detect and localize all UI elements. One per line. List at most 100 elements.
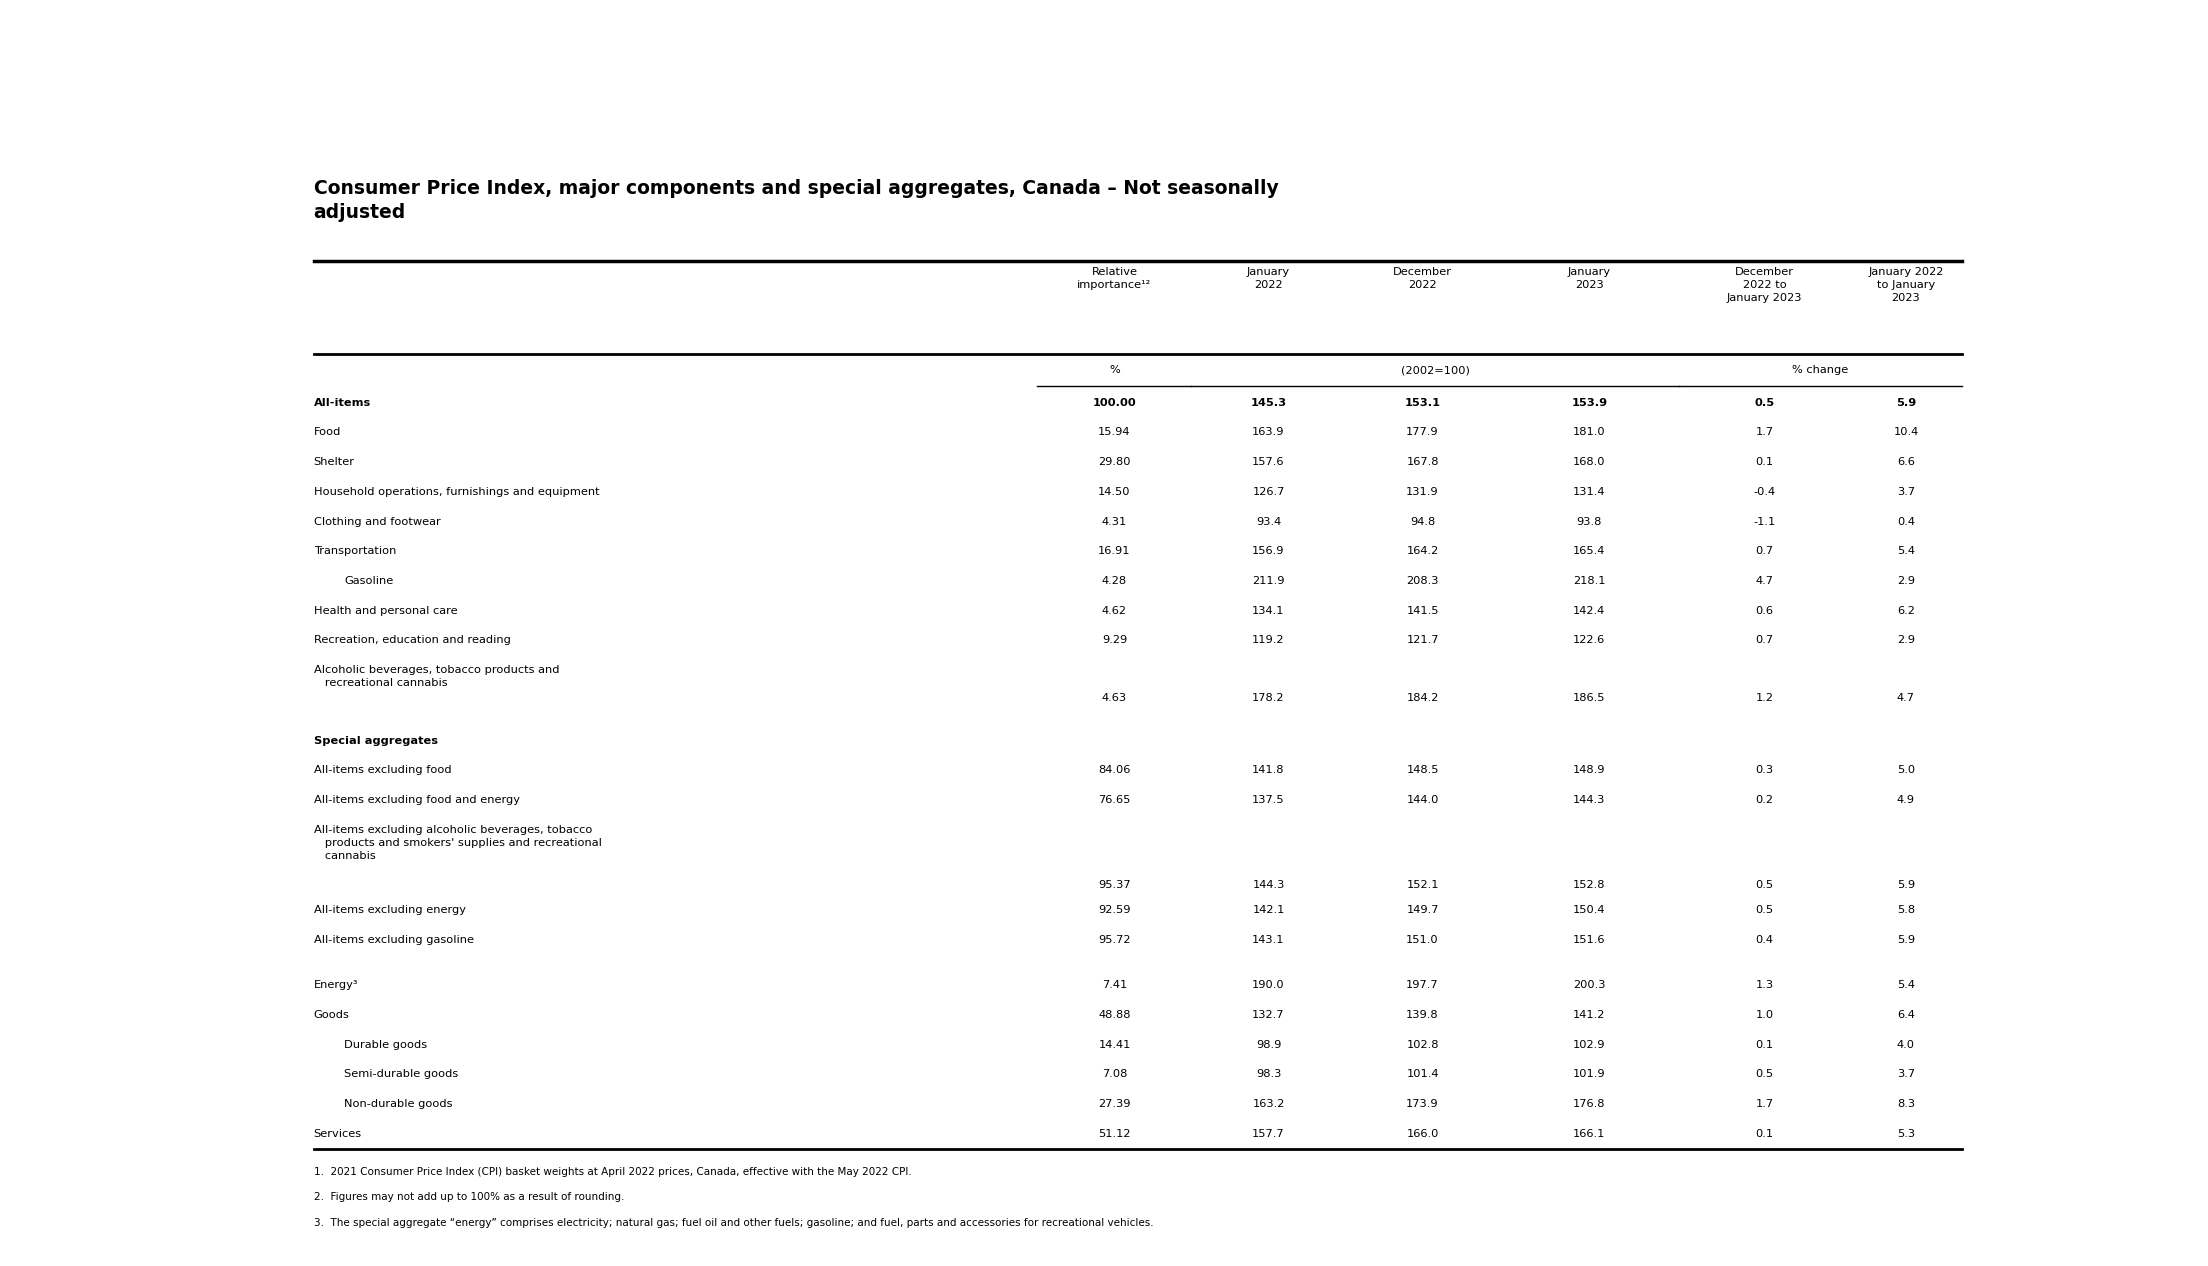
Text: 6.6: 6.6 xyxy=(1897,457,1914,467)
Text: 168.0: 168.0 xyxy=(1572,457,1605,467)
Text: 5.4: 5.4 xyxy=(1897,980,1914,990)
Text: 144.3: 144.3 xyxy=(1252,880,1285,890)
Text: 29.80: 29.80 xyxy=(1097,457,1130,467)
Text: All-items excluding alcoholic beverages, tobacco
   products and smokers' suppli: All-items excluding alcoholic beverages,… xyxy=(314,825,601,861)
Text: 4.63: 4.63 xyxy=(1102,693,1126,703)
Text: 4.31: 4.31 xyxy=(1102,517,1126,527)
Text: December
2022 to
January 2023: December 2022 to January 2023 xyxy=(1727,267,1802,303)
Text: 177.9: 177.9 xyxy=(1406,428,1440,437)
Text: 93.8: 93.8 xyxy=(1577,517,1603,527)
Text: 142.4: 142.4 xyxy=(1574,605,1605,615)
Text: All-items excluding energy: All-items excluding energy xyxy=(314,905,466,915)
Text: 157.6: 157.6 xyxy=(1252,457,1285,467)
Text: 165.4: 165.4 xyxy=(1572,546,1605,556)
Text: 0.4: 0.4 xyxy=(1897,517,1914,527)
Text: 173.9: 173.9 xyxy=(1406,1099,1440,1109)
Text: 1.  2021 Consumer Price Index (CPI) basket weights at April 2022 prices, Canada,: 1. 2021 Consumer Price Index (CPI) baske… xyxy=(314,1167,912,1177)
Text: All-items excluding food and energy: All-items excluding food and energy xyxy=(314,795,519,805)
Text: 3.7: 3.7 xyxy=(1897,486,1914,496)
Text: 0.7: 0.7 xyxy=(1755,546,1773,556)
Text: 9.29: 9.29 xyxy=(1102,636,1126,646)
Text: 218.1: 218.1 xyxy=(1572,576,1605,586)
Text: 2.9: 2.9 xyxy=(1897,636,1914,646)
Text: 164.2: 164.2 xyxy=(1406,546,1440,556)
Text: 190.0: 190.0 xyxy=(1252,980,1285,990)
Text: 166.1: 166.1 xyxy=(1572,1129,1605,1139)
Text: 163.2: 163.2 xyxy=(1252,1099,1285,1109)
Text: 95.72: 95.72 xyxy=(1097,936,1130,944)
Text: 7.41: 7.41 xyxy=(1102,980,1126,990)
Text: 0.6: 0.6 xyxy=(1755,605,1773,615)
Text: Durable goods: Durable goods xyxy=(344,1039,428,1050)
Text: 122.6: 122.6 xyxy=(1574,636,1605,646)
Text: 1.0: 1.0 xyxy=(1755,1010,1773,1020)
Text: 211.9: 211.9 xyxy=(1252,576,1285,586)
Text: 0.5: 0.5 xyxy=(1755,1070,1773,1080)
Text: 92.59: 92.59 xyxy=(1097,905,1130,915)
Text: 148.9: 148.9 xyxy=(1572,766,1605,776)
Text: 1.2: 1.2 xyxy=(1755,693,1773,703)
Text: 163.9: 163.9 xyxy=(1252,428,1285,437)
Text: 0.4: 0.4 xyxy=(1755,936,1773,944)
Text: 166.0: 166.0 xyxy=(1406,1129,1440,1139)
Text: 141.8: 141.8 xyxy=(1252,766,1285,776)
Text: Alcoholic beverages, tobacco products and
   recreational cannabis: Alcoholic beverages, tobacco products an… xyxy=(314,665,559,689)
Text: 3.7: 3.7 xyxy=(1897,1070,1914,1080)
Text: 0.5: 0.5 xyxy=(1755,398,1775,408)
Text: 208.3: 208.3 xyxy=(1406,576,1440,586)
Text: 4.9: 4.9 xyxy=(1897,795,1914,805)
Text: 14.41: 14.41 xyxy=(1097,1039,1130,1050)
Text: 101.4: 101.4 xyxy=(1406,1070,1440,1080)
Text: 2.  Figures may not add up to 100% as a result of rounding.: 2. Figures may not add up to 100% as a r… xyxy=(314,1193,625,1203)
Text: 145.3: 145.3 xyxy=(1250,398,1287,408)
Text: -0.4: -0.4 xyxy=(1753,486,1775,496)
Text: 4.0: 4.0 xyxy=(1897,1039,1914,1050)
Text: 157.7: 157.7 xyxy=(1252,1129,1285,1139)
Text: 0.5: 0.5 xyxy=(1755,880,1773,890)
Text: 5.9: 5.9 xyxy=(1897,880,1914,890)
Text: -1.1: -1.1 xyxy=(1753,517,1775,527)
Text: 0.5: 0.5 xyxy=(1755,905,1773,915)
Text: 5.9: 5.9 xyxy=(1897,936,1914,944)
Text: 101.9: 101.9 xyxy=(1572,1070,1605,1080)
Text: 132.7: 132.7 xyxy=(1252,1010,1285,1020)
Text: 5.0: 5.0 xyxy=(1897,766,1914,776)
Text: 184.2: 184.2 xyxy=(1406,693,1440,703)
Text: 5.3: 5.3 xyxy=(1897,1129,1914,1139)
Text: 186.5: 186.5 xyxy=(1572,693,1605,703)
Text: % change: % change xyxy=(1793,366,1848,376)
Text: 1.3: 1.3 xyxy=(1755,980,1773,990)
Text: 197.7: 197.7 xyxy=(1406,980,1440,990)
Text: Clothing and footwear: Clothing and footwear xyxy=(314,517,439,527)
Text: 1.7: 1.7 xyxy=(1755,428,1773,437)
Text: 48.88: 48.88 xyxy=(1097,1010,1130,1020)
Text: 0.2: 0.2 xyxy=(1755,795,1773,805)
Text: 4.28: 4.28 xyxy=(1102,576,1126,586)
Text: December
2022: December 2022 xyxy=(1393,267,1453,290)
Text: 149.7: 149.7 xyxy=(1406,905,1440,915)
Text: 5.8: 5.8 xyxy=(1897,905,1914,915)
Text: All-items excluding food: All-items excluding food xyxy=(314,766,450,776)
Text: January 2022
to January
2023: January 2022 to January 2023 xyxy=(1868,267,1943,303)
Text: 0.1: 0.1 xyxy=(1755,1039,1773,1050)
Text: 137.5: 137.5 xyxy=(1252,795,1285,805)
Text: 95.37: 95.37 xyxy=(1097,880,1130,890)
Text: Non-durable goods: Non-durable goods xyxy=(344,1099,453,1109)
Text: Food: Food xyxy=(314,428,340,437)
Text: Semi-durable goods: Semi-durable goods xyxy=(344,1070,459,1080)
Text: 0.7: 0.7 xyxy=(1755,636,1773,646)
Text: Transportation: Transportation xyxy=(314,546,395,556)
Text: 131.9: 131.9 xyxy=(1406,486,1440,496)
Text: All-items excluding gasoline: All-items excluding gasoline xyxy=(314,936,475,944)
Text: Relative
importance¹²: Relative importance¹² xyxy=(1078,267,1153,290)
Text: 102.8: 102.8 xyxy=(1406,1039,1440,1050)
Text: Household operations, furnishings and equipment: Household operations, furnishings and eq… xyxy=(314,486,598,496)
Text: January
2023: January 2023 xyxy=(1568,267,1612,290)
Text: 100.00: 100.00 xyxy=(1093,398,1137,408)
Text: 5.4: 5.4 xyxy=(1897,546,1914,556)
Text: 6.4: 6.4 xyxy=(1897,1010,1914,1020)
Text: 8.3: 8.3 xyxy=(1897,1099,1914,1109)
Text: 142.1: 142.1 xyxy=(1252,905,1285,915)
Text: 200.3: 200.3 xyxy=(1572,980,1605,990)
Text: 143.1: 143.1 xyxy=(1252,936,1285,944)
